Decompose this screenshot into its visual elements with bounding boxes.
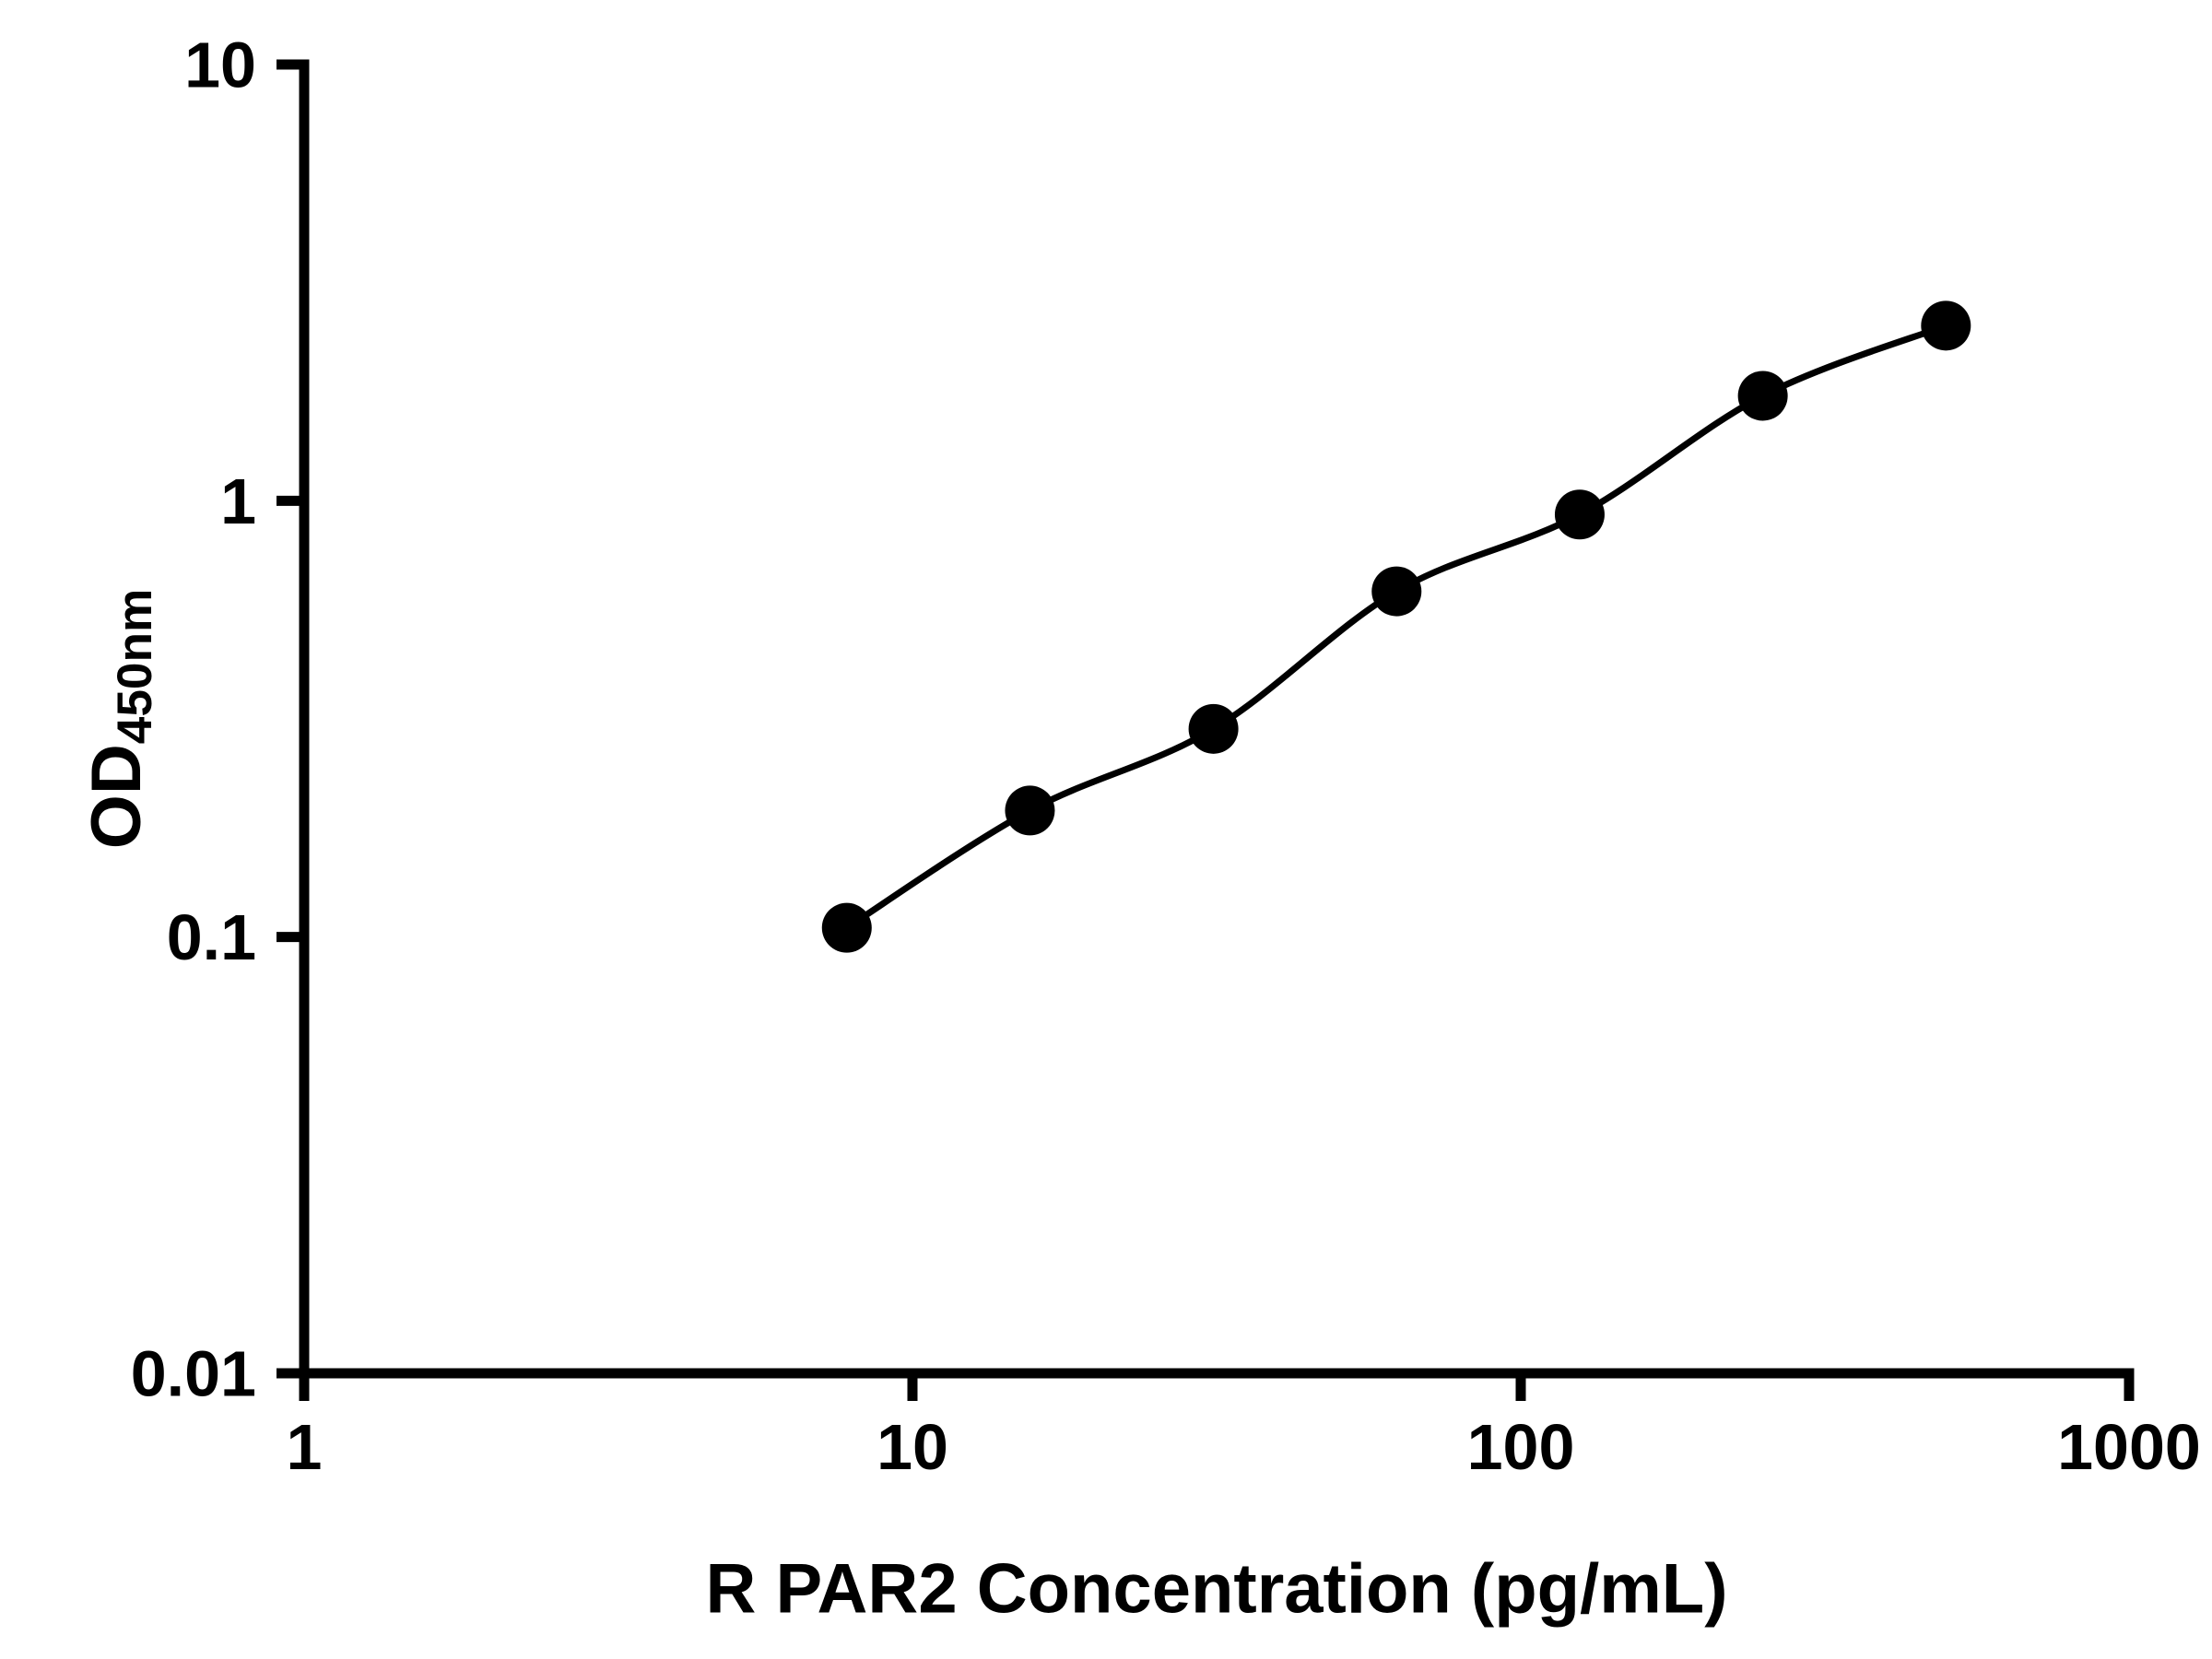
data-point: [1921, 300, 1971, 351]
y-axis-label-base: OD: [77, 744, 157, 850]
x-tick-label: 10: [877, 1411, 948, 1483]
data-point: [1737, 371, 1788, 421]
x-tick-label: 1000: [2057, 1411, 2201, 1483]
y-tick-label: 0.1: [167, 901, 256, 973]
data-point: [1554, 489, 1605, 540]
y-tick-label: 0.01: [131, 1338, 256, 1410]
y-tick-label: 10: [184, 29, 256, 101]
data-point: [1371, 566, 1422, 617]
x-tick-label: 1: [287, 1411, 323, 1483]
y-axis-label: OD450nm: [76, 589, 163, 850]
data-point: [1188, 703, 1239, 754]
y-tick-label: 1: [220, 465, 256, 537]
data-point: [821, 902, 872, 953]
y-axis-label-subscript: 450nm: [107, 588, 162, 745]
x-tick-label: 100: [1467, 1411, 1575, 1483]
data-point: [1005, 785, 1055, 836]
fit-curve: [844, 323, 1947, 931]
x-axis-label: R PAR2 Concentration (pg/mL): [705, 1549, 1728, 1629]
